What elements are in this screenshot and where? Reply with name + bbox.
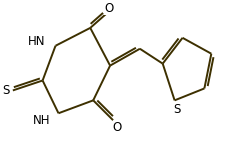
Text: O: O [104, 2, 114, 15]
Text: S: S [173, 103, 180, 116]
Text: S: S [2, 84, 10, 97]
Text: NH: NH [33, 114, 51, 127]
Text: HN: HN [28, 35, 46, 48]
Text: O: O [112, 121, 122, 134]
